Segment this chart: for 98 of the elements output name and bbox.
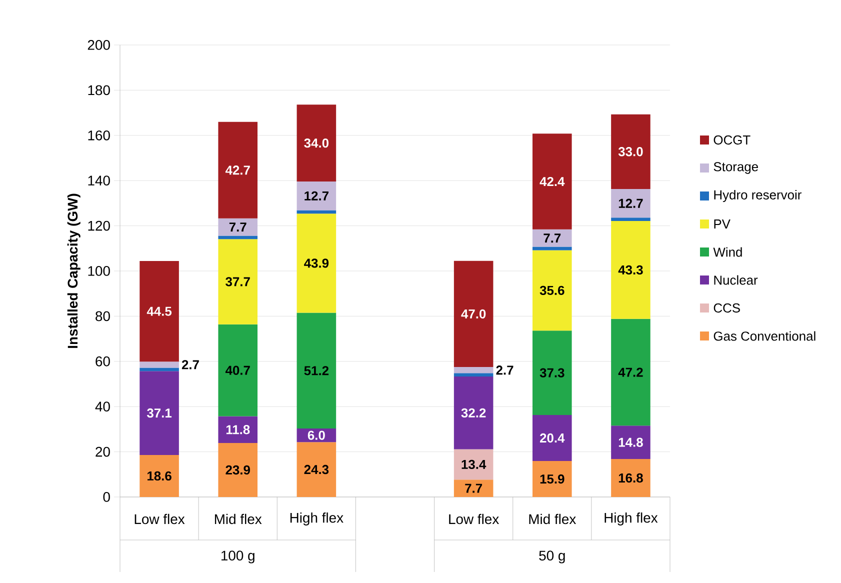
data-label: 2.7 bbox=[182, 360, 199, 370]
data-label: 43.3 bbox=[618, 265, 643, 275]
data-label: 37.7 bbox=[226, 277, 250, 286]
bar bbox=[532, 134, 572, 230]
data-label: 7.7 bbox=[544, 234, 561, 243]
data-label: 15.9 bbox=[540, 474, 564, 484]
data-label: 44.5 bbox=[146, 306, 172, 316]
data-label: 6.0 bbox=[308, 430, 325, 440]
data-label: 34.0 bbox=[304, 138, 329, 148]
data-label: 2.7 bbox=[496, 366, 514, 375]
bar bbox=[454, 367, 494, 374]
legend-label: CCS bbox=[714, 303, 740, 313]
bar bbox=[611, 221, 650, 319]
legend-label: Storage bbox=[714, 162, 758, 174]
data-label: 43.9 bbox=[304, 258, 329, 268]
x-tick-label: Mid flex bbox=[529, 514, 576, 524]
y-tick-label: 200 bbox=[88, 40, 110, 50]
bar bbox=[454, 480, 494, 497]
bar bbox=[218, 324, 258, 416]
data-label: 12.7 bbox=[304, 191, 328, 200]
data-label: 47.2 bbox=[618, 368, 643, 377]
y-tick-label: 140 bbox=[88, 176, 110, 186]
data-label: 33.0 bbox=[618, 147, 643, 156]
legend-label: Hydro reservoir bbox=[714, 190, 802, 202]
y-tick-label: 80 bbox=[96, 311, 110, 322]
data-label: 37.1 bbox=[146, 408, 172, 418]
data-label: 14.8 bbox=[618, 438, 643, 447]
legend-label: OCGT bbox=[714, 135, 750, 145]
bar bbox=[296, 104, 336, 182]
data-label: 40.7 bbox=[225, 366, 250, 375]
data-label: 12.7 bbox=[618, 198, 643, 208]
text: 100 g bbox=[221, 550, 254, 564]
y-tick-label: 180 bbox=[88, 85, 110, 96]
bar bbox=[140, 454, 179, 497]
data-label: 47.0 bbox=[461, 309, 486, 319]
bar bbox=[611, 188, 650, 218]
x-tick-label: Mid flex bbox=[214, 514, 262, 524]
bar bbox=[532, 229, 572, 247]
bar bbox=[218, 239, 258, 324]
bar bbox=[140, 368, 179, 372]
bar bbox=[218, 122, 258, 218]
x-tick-label: High flex bbox=[290, 512, 344, 526]
bar bbox=[140, 261, 179, 362]
bar bbox=[296, 210, 336, 214]
data-label: 42.4 bbox=[540, 176, 565, 186]
data-label: 16.8 bbox=[618, 473, 643, 483]
bar bbox=[532, 330, 572, 415]
bar bbox=[532, 414, 572, 462]
data-label: 51.2 bbox=[304, 366, 329, 376]
bar bbox=[611, 218, 650, 222]
bar bbox=[611, 459, 650, 497]
legend-label: Gas Conventional bbox=[714, 331, 816, 341]
y-tick-label: 20 bbox=[96, 446, 110, 457]
data-label: 42.7 bbox=[225, 166, 250, 175]
y-tick-label: 60 bbox=[96, 356, 110, 366]
bar bbox=[611, 318, 650, 426]
legend-label: Wind bbox=[713, 247, 742, 257]
y-tick-label: 120 bbox=[88, 220, 110, 231]
data-label: 7.7 bbox=[465, 484, 482, 493]
x-tick-label: Low flex bbox=[449, 514, 499, 524]
data-label: 37.3 bbox=[540, 368, 564, 378]
bar bbox=[140, 362, 179, 368]
y-axis-title: Installed Capacity (GW) bbox=[67, 194, 80, 348]
y-tick-label: 160 bbox=[88, 130, 110, 140]
bar bbox=[532, 461, 572, 497]
data-label: 35.6 bbox=[540, 286, 564, 296]
bar bbox=[454, 449, 494, 480]
data-label: 32.2 bbox=[461, 408, 486, 418]
text: 50 g bbox=[539, 550, 565, 564]
x-tick-label: High flex bbox=[604, 512, 658, 526]
bar bbox=[296, 181, 336, 210]
bar bbox=[296, 312, 336, 429]
bar bbox=[218, 236, 258, 240]
bar bbox=[611, 114, 650, 189]
data-label: 20.4 bbox=[540, 433, 565, 443]
data-label: 18.6 bbox=[148, 471, 172, 481]
bar bbox=[454, 260, 494, 368]
x-tick-label: Low flex bbox=[134, 514, 185, 524]
bar bbox=[218, 442, 258, 497]
bar bbox=[532, 250, 572, 331]
legend-label: PV bbox=[714, 220, 730, 228]
bar bbox=[611, 426, 650, 460]
bar bbox=[454, 376, 494, 450]
bar bbox=[140, 371, 179, 455]
data-label: 23.9 bbox=[226, 465, 250, 475]
data-label: 13.4 bbox=[462, 460, 486, 470]
bar bbox=[454, 373, 494, 377]
y-tick-label: 0 bbox=[103, 492, 110, 502]
data-label: 24.3 bbox=[304, 464, 329, 474]
bar bbox=[296, 442, 336, 497]
y-tick-label: 40 bbox=[95, 402, 110, 412]
bar bbox=[296, 214, 336, 313]
y-tick-label: 100 bbox=[88, 266, 110, 276]
legend-label: Nuclear bbox=[714, 275, 758, 285]
data-label: 7.7 bbox=[229, 222, 246, 232]
bar bbox=[218, 218, 258, 236]
data-label: 11.8 bbox=[226, 425, 250, 434]
bar bbox=[218, 416, 258, 443]
